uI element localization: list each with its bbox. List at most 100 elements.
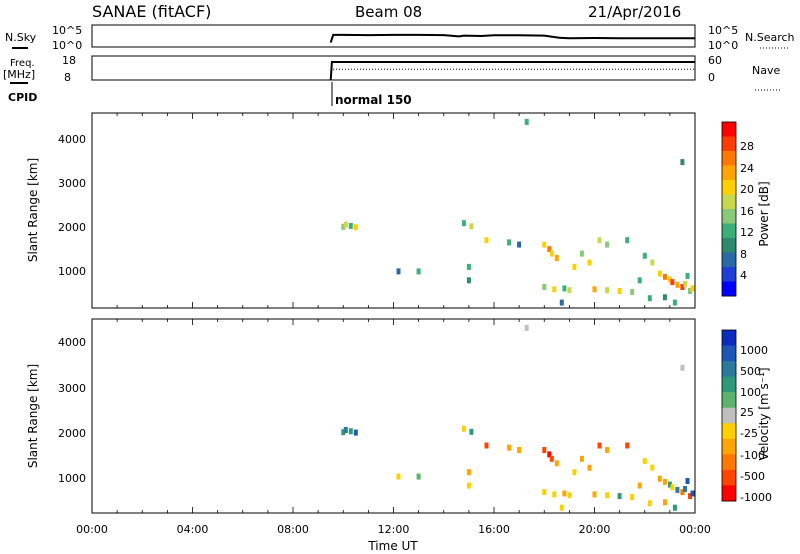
date-title: 21/Apr/2016	[588, 3, 681, 21]
velocity-colorbar-frame	[721, 329, 737, 502]
power-cbar-tick-8: 8	[740, 248, 747, 261]
colorbar-swatch	[722, 209, 736, 224]
colorbar-swatch	[722, 345, 736, 362]
power-cbar-label: Power [dB]	[757, 181, 771, 246]
range-cell	[605, 447, 610, 453]
range-cell	[685, 272, 690, 279]
range-cell	[657, 270, 662, 277]
velocity-cbar-tick-100: 100	[740, 386, 761, 399]
power-ticks	[91, 113, 696, 308]
range-cell	[675, 486, 680, 493]
power-panel: 4000 3000 2000 1000 Slant Range [km]	[26, 112, 696, 309]
range-cell	[587, 464, 592, 471]
range-cell	[559, 299, 564, 306]
range-cell	[562, 285, 567, 292]
nsky-label: N.Sky	[5, 31, 37, 44]
range-cell	[662, 273, 667, 280]
velocity-cbar-tick-25: 25	[740, 406, 754, 419]
range-cell	[466, 263, 471, 270]
range-cell	[524, 118, 529, 125]
range-cell	[547, 246, 552, 253]
range-cell	[547, 451, 552, 458]
nave-tick-bottom: 0	[708, 71, 715, 84]
range-cell	[552, 286, 557, 293]
beam-title: Beam 08	[355, 3, 422, 21]
range-cell	[672, 299, 677, 306]
range-cell	[343, 221, 348, 228]
xtick-0800: 08:00	[277, 523, 309, 536]
velocity-ytick-2000: 2000	[58, 427, 86, 440]
range-cell	[562, 490, 567, 497]
range-cell	[685, 478, 690, 484]
range-cell	[559, 504, 564, 511]
velocity-cbar-tick-n500: -500	[740, 470, 765, 483]
cpid-value: normal 150	[335, 93, 412, 107]
range-cell	[642, 252, 647, 259]
range-cell	[552, 491, 557, 498]
power-cbar-tick-4: 4	[740, 269, 747, 282]
range-cell	[507, 444, 512, 451]
nsearch-tick-top: 10^5	[708, 24, 738, 37]
range-cell	[517, 241, 522, 248]
range-cell	[542, 447, 547, 453]
power-frame	[91, 112, 696, 309]
range-cell	[542, 284, 547, 290]
velocity-ytick-4000: 4000	[58, 336, 86, 349]
velocity-cbar-tick-n25: -25	[740, 427, 758, 440]
range-cell	[650, 464, 655, 471]
range-cell	[353, 224, 358, 231]
range-cell	[579, 455, 584, 462]
power-marks	[341, 118, 695, 306]
range-cell	[484, 237, 489, 244]
power-cbar-tick-24: 24	[740, 162, 754, 175]
range-cell	[341, 429, 346, 436]
range-cell	[549, 250, 554, 257]
range-cell	[675, 281, 680, 288]
range-cell	[642, 458, 647, 465]
range-cell	[680, 284, 685, 290]
range-cell	[524, 324, 529, 331]
range-cell	[637, 277, 642, 284]
power-colorbar-frame	[721, 121, 737, 297]
range-cell	[688, 288, 692, 294]
velocity-ytick-3000: 3000	[58, 382, 86, 395]
velocity-frame	[91, 318, 696, 514]
range-cell	[605, 287, 610, 294]
range-cell	[587, 259, 592, 266]
range-cell	[348, 222, 353, 229]
range-cell	[348, 428, 353, 435]
power-cbar-tick-20: 20	[740, 183, 754, 196]
colorbar-swatch	[722, 454, 736, 471]
range-cell	[597, 442, 602, 449]
nave-line	[330, 68, 695, 81]
velocity-ylabel: Slant Range [km]	[26, 364, 40, 468]
nave-tick-top: 60	[708, 54, 722, 67]
range-cell	[662, 478, 667, 485]
range-cell	[353, 429, 358, 436]
range-cell	[680, 364, 685, 371]
range-cell	[567, 492, 572, 499]
xtick-0000: 00:00	[76, 523, 108, 536]
velocity-cbar-tick-n1000: -1000	[740, 491, 772, 504]
range-cell	[549, 455, 554, 462]
colorbar-swatch	[722, 407, 736, 424]
colorbar-swatch	[722, 194, 736, 210]
power-ytick-1000: 1000	[58, 265, 86, 278]
colorbar-swatch	[722, 469, 736, 486]
range-cell	[667, 276, 672, 283]
velocity-cbar-label: Velocity [m s⁻¹]	[757, 367, 771, 460]
range-cell	[630, 288, 635, 295]
xtick-0400: 04:00	[177, 523, 209, 536]
range-cell	[690, 490, 695, 497]
colorbar-swatch	[722, 376, 736, 393]
range-cell	[630, 494, 635, 500]
range-cell	[683, 486, 687, 492]
range-cell	[680, 159, 685, 166]
nsearch-tick-bottom: 10^0	[708, 39, 738, 52]
colorbar-swatch	[722, 423, 736, 440]
range-cell	[579, 250, 584, 257]
nsky-panel: N.Sky 10^5 10^0 10^5 10^0 N.Search	[5, 24, 795, 52]
range-cell	[542, 241, 547, 248]
colorbar-swatch	[722, 392, 736, 409]
colorbar-swatch	[722, 267, 736, 282]
